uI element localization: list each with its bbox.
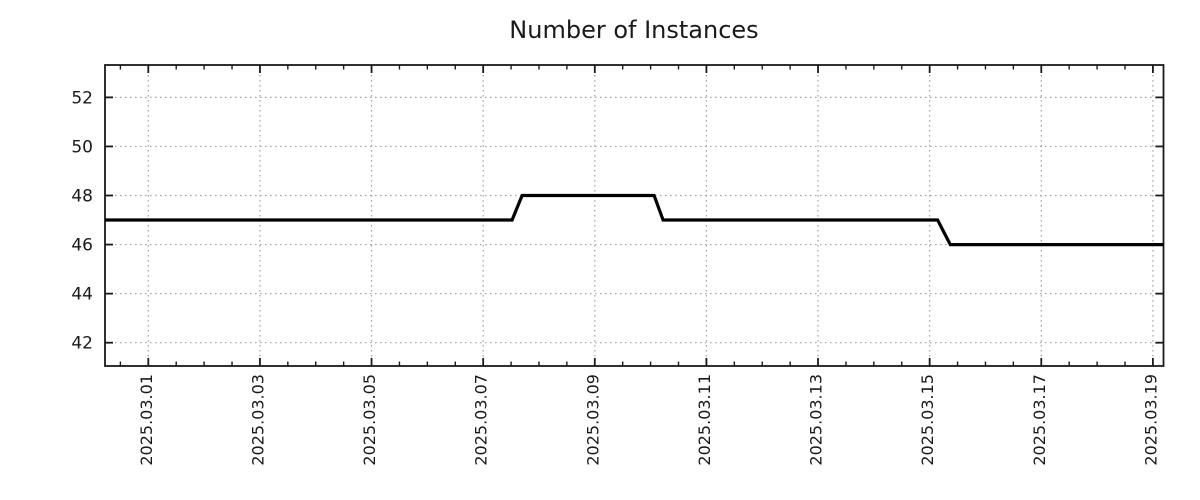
x-tick-label: 2025.03.01: [137, 374, 156, 466]
series-group: [105, 193, 1164, 247]
x-tick-label: 2025.03.15: [918, 374, 937, 466]
plot-border: [104, 64, 1165, 367]
x-tick-label: 2025.03.13: [807, 374, 826, 466]
ticks-group: [105, 65, 1164, 366]
y-tick-label: 42: [71, 334, 93, 354]
axes-group: [104, 64, 1165, 367]
x-tick-label: 2025.03.11: [695, 374, 714, 466]
y-tick-label: 52: [71, 88, 93, 108]
gridlines-group: [105, 65, 1164, 366]
y-tick-label: 50: [71, 137, 93, 157]
y-tick-label: 46: [71, 236, 93, 256]
tick-labels-group: 42 44 46 48 50 52 2025.03.01 2025.03.03 2025.03.…: [71, 88, 1160, 465]
series-line: [105, 193, 1164, 247]
x-tick-label: 2025.03.19: [1141, 374, 1160, 466]
x-tick-label: 2025.03.05: [360, 374, 379, 466]
y-tick-label: 44: [71, 285, 93, 305]
x-tick-label: 2025.03.07: [472, 374, 491, 466]
y-tick-label: 48: [71, 187, 93, 207]
x-tick-label: 2025.03.17: [1030, 374, 1049, 466]
chart-title: Number of Instances: [509, 16, 758, 44]
x-tick-label: 2025.03.03: [248, 374, 267, 466]
x-tick-label: 2025.03.09: [583, 374, 602, 466]
